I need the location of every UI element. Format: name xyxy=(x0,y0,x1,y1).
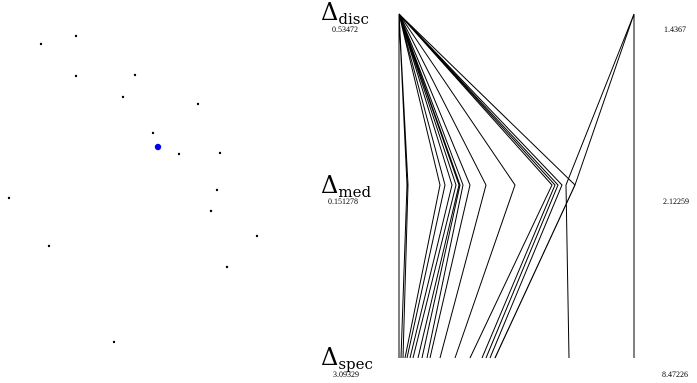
scatter-point xyxy=(47,244,51,248)
axis-min-disc: 0.53472 xyxy=(332,25,358,34)
axis-max-med: 2.12259 xyxy=(663,197,689,206)
parallel-line xyxy=(398,13,457,359)
axis-label-spec: Δspec xyxy=(321,343,373,372)
parallel-line xyxy=(398,13,553,359)
scatter-point xyxy=(177,152,181,156)
axis-max-disc: 1.4367 xyxy=(664,25,686,34)
scatter-point xyxy=(133,73,137,77)
parallel-line xyxy=(398,13,563,359)
scatter-plot xyxy=(7,34,259,344)
parallel-line xyxy=(398,13,408,359)
axis-min-med: 0.151278 xyxy=(328,197,358,206)
scatter-point xyxy=(215,188,219,192)
parallel-line xyxy=(398,13,559,359)
parallel-line xyxy=(398,13,464,359)
axis-label-spec-symbol: Δ xyxy=(321,343,339,371)
scatter-point xyxy=(39,42,43,46)
scatter-point xyxy=(196,102,200,106)
scatter-point xyxy=(112,340,116,344)
parallel-line xyxy=(398,13,441,359)
axis-label-disc-subscript: disc xyxy=(338,10,369,28)
scatter-point xyxy=(151,131,155,135)
parallel-line xyxy=(398,13,471,359)
parallel-line xyxy=(398,13,461,359)
scatter-point xyxy=(218,151,222,155)
axis-max-spec: 8.47226 xyxy=(662,370,688,379)
parallel-line xyxy=(398,13,556,359)
axis-label-disc-symbol: Δ xyxy=(321,0,339,26)
axis-label-spec-subscript: spec xyxy=(338,355,373,373)
parallel-line xyxy=(398,13,516,359)
parallel-line xyxy=(494,13,635,359)
parallel-line xyxy=(565,13,635,359)
axis-label-med: Δmed xyxy=(321,171,371,200)
axis-min-spec: 3.09329 xyxy=(333,370,359,379)
axis-label-med-symbol: Δ xyxy=(321,171,339,199)
scatter-point xyxy=(74,34,78,38)
scatter-point xyxy=(121,95,125,99)
highlighted-point xyxy=(154,143,162,151)
scatter-point xyxy=(74,74,78,78)
scatter-point xyxy=(255,234,259,238)
parallel-line xyxy=(398,13,487,359)
scatter-point xyxy=(7,196,11,200)
parallel-line xyxy=(398,13,409,359)
parallel-coordinates-plot xyxy=(398,13,635,359)
axis-label-med-subscript: med xyxy=(338,183,372,201)
parallel-line xyxy=(398,13,453,359)
scatter-point xyxy=(209,209,213,213)
scatter-point xyxy=(225,265,229,269)
axis-label-disc: Δdisc xyxy=(321,0,369,27)
parallel-line xyxy=(398,13,446,359)
